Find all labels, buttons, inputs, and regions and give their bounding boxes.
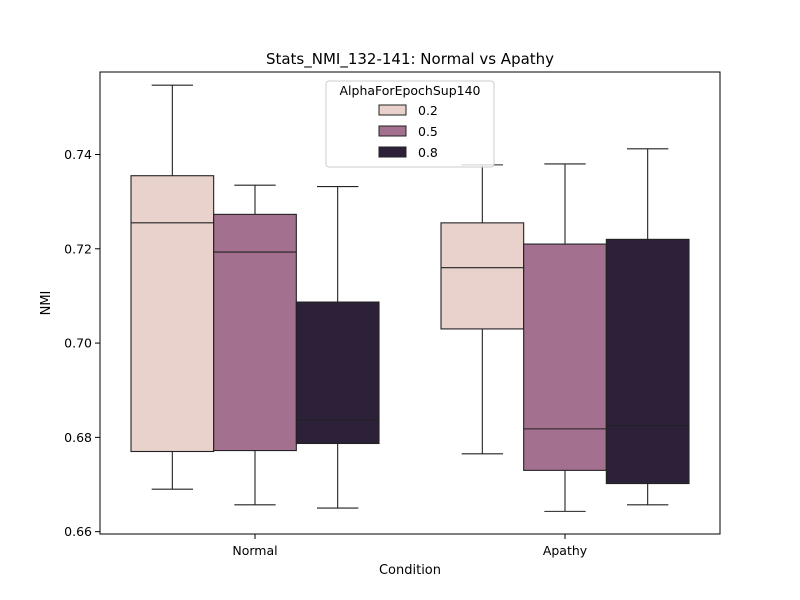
box-0.8-Normal xyxy=(295,186,380,509)
y-tick-label: 0.72 xyxy=(64,241,92,256)
legend-swatch-0.8 xyxy=(378,146,407,158)
box-0.5-Normal xyxy=(213,184,297,506)
iqr-box xyxy=(523,243,607,471)
x-tick-label: Normal xyxy=(232,543,277,558)
iqr-box xyxy=(130,175,215,453)
box-0.2-Apathy xyxy=(440,164,525,455)
legend-label-0.8: 0.8 xyxy=(418,145,438,160)
legend-frame xyxy=(325,80,495,168)
legend-swatch-0.5 xyxy=(378,125,407,137)
x-tick-label: Apathy xyxy=(543,543,588,558)
x-axis: Normal Apathy xyxy=(232,534,588,558)
legend-label-0.5: 0.5 xyxy=(418,124,438,139)
y-tick-label: 0.68 xyxy=(64,430,92,445)
box-0.2-Normal xyxy=(130,84,215,490)
y-tick-label: 0.66 xyxy=(64,524,92,539)
plot-area xyxy=(130,84,690,512)
axes-frame xyxy=(99,71,721,535)
chart-title: Stats_NMI_132-141: Normal vs Apathy xyxy=(266,50,554,69)
x-axis-label: Condition xyxy=(379,563,441,578)
iqr-box xyxy=(295,301,380,445)
box-0.5-Apathy xyxy=(523,163,607,512)
legend-label-0.2: 0.2 xyxy=(418,103,438,118)
iqr-box xyxy=(213,213,297,452)
iqr-box xyxy=(440,222,525,330)
box-0.8-Apathy xyxy=(605,148,690,506)
iqr-box xyxy=(605,238,690,485)
y-tick-label: 0.70 xyxy=(64,336,92,351)
y-axis-label: NMI xyxy=(39,291,54,316)
legend-title: AlphaForEpochSup140 xyxy=(340,83,481,98)
legend: AlphaForEpochSup140 0.2 0.5 0.8 xyxy=(325,80,495,168)
legend-swatch-0.2 xyxy=(378,104,407,116)
y-axis: 0.66 0.68 0.70 0.72 0.74 xyxy=(64,147,100,539)
y-tick-label: 0.74 xyxy=(64,147,92,162)
